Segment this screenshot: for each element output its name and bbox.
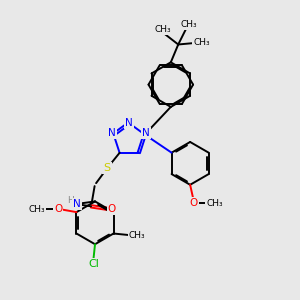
Text: N: N — [108, 128, 116, 138]
Text: CH₃: CH₃ — [128, 230, 145, 239]
Text: N: N — [73, 199, 81, 209]
Text: Cl: Cl — [88, 260, 99, 269]
Text: O: O — [108, 204, 116, 214]
Text: CH₃: CH₃ — [193, 38, 210, 47]
Text: N: N — [125, 118, 133, 128]
Text: N: N — [142, 128, 150, 138]
Text: CH₃: CH₃ — [154, 25, 171, 34]
Text: O: O — [190, 198, 198, 208]
Text: O: O — [54, 204, 62, 214]
Text: S: S — [103, 163, 111, 173]
Text: CH₃: CH₃ — [180, 20, 197, 29]
Text: CH₃: CH₃ — [29, 205, 46, 214]
Text: H: H — [67, 196, 74, 206]
Text: CH₃: CH₃ — [206, 199, 223, 208]
